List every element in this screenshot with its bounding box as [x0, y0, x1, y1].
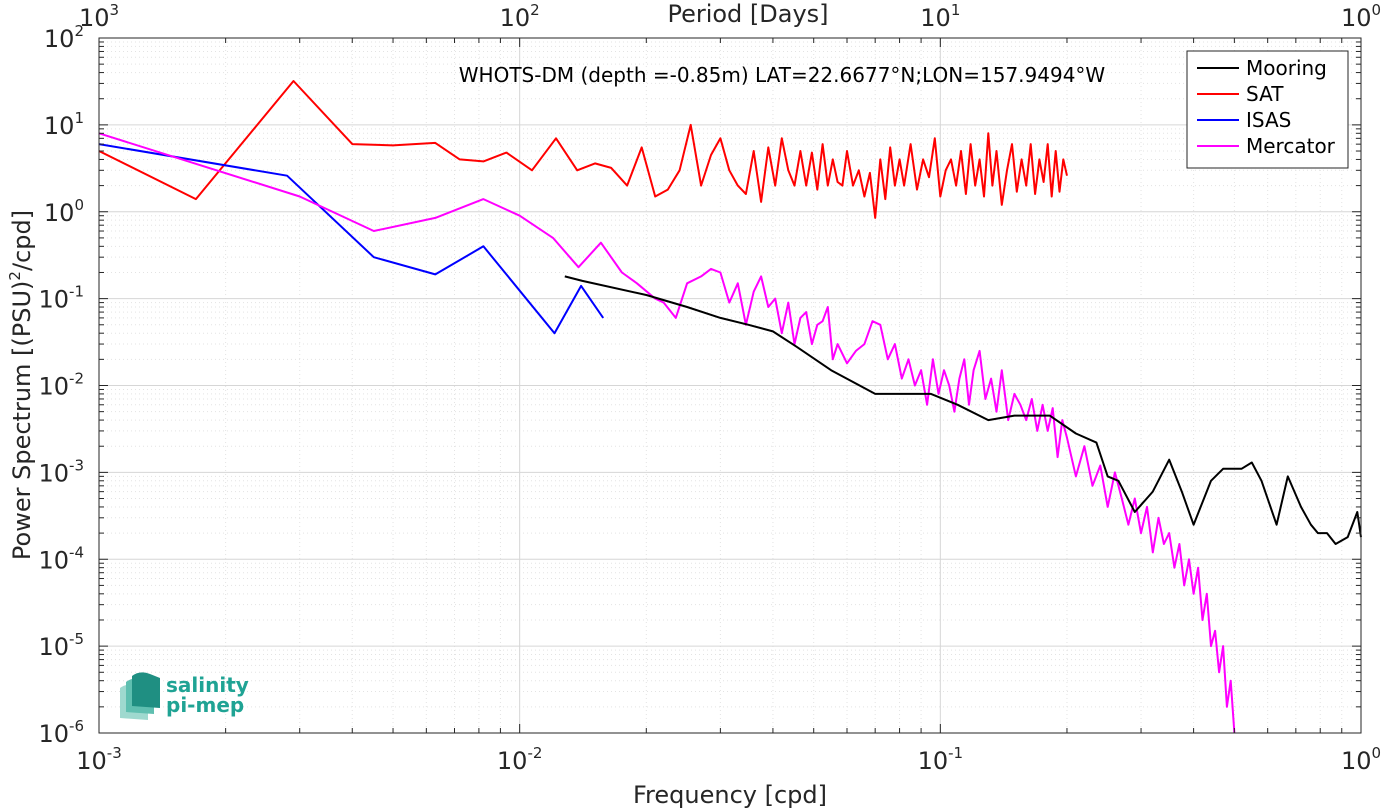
y-tick-exp: -1 [69, 283, 84, 301]
top-tick-exp: 2 [530, 1, 540, 19]
top-tick-base: 10 [500, 4, 531, 32]
y-tick-base: 10 [44, 25, 75, 53]
legend-label-mercator: Mercator [1246, 134, 1336, 158]
series-layer [98, 80, 1362, 734]
y-tick-base: 10 [38, 720, 69, 748]
x-tick-exp: -1 [948, 744, 963, 762]
legend-box [1186, 50, 1349, 169]
top-tick-base: 10 [1341, 4, 1372, 32]
y-tick-label: 10-4 [38, 543, 84, 574]
legend-label-mooring: Mooring [1246, 56, 1327, 80]
y-axis-label-main: Power Spectrum [(PSU) [8, 281, 36, 560]
logo-line1: salinity [166, 673, 249, 697]
top-tick-label: 102 [500, 1, 540, 32]
x-tick-label: 10-1 [918, 744, 964, 775]
x-tick-label: 10-2 [497, 744, 543, 775]
x-tick-base: 10 [497, 747, 528, 775]
x-tick-label: 100 [1341, 744, 1381, 775]
x-tick-base: 10 [76, 747, 107, 775]
x-tick-exp: -2 [527, 744, 542, 762]
y-tick-label: 10-1 [38, 283, 84, 314]
y-tick-label: 10-2 [38, 370, 84, 401]
y-axis-label-sup: 2 [6, 271, 24, 281]
top-axis-label: Period [Days] [667, 0, 828, 28]
y-tick-label: 100 [44, 196, 84, 227]
chart-title: WHOTS-DM (depth =-0.85m) LAT=22.6677°N;L… [459, 63, 1106, 87]
salinity-pi-mep-logo: salinity pi-mep [120, 672, 249, 720]
y-tick-label: 102 [44, 22, 84, 53]
y-tick-exp: -4 [69, 543, 84, 561]
top-tick-exp: 1 [951, 1, 961, 19]
series-line-sat [98, 80, 1068, 219]
y-tick-base: 10 [38, 546, 69, 574]
logo-line2: pi-mep [166, 693, 244, 717]
y-tick-label: 10-6 [38, 717, 84, 748]
y-tick-exp: 1 [74, 109, 84, 127]
y-axis-label-tail: /cpd] [8, 210, 36, 271]
legend-label-sat: SAT [1246, 82, 1284, 106]
y-tick-exp: -5 [69, 630, 84, 648]
x-tick-exp: 0 [1372, 744, 1382, 762]
y-tick-base: 10 [44, 199, 75, 227]
x-tick-base: 10 [1341, 747, 1372, 775]
y-tick-base: 10 [44, 112, 75, 140]
tick-marks [98, 37, 1362, 734]
y-tick-exp: -2 [69, 370, 84, 388]
y-axis-label: Power Spectrum [(PSU)2/cpd] [6, 210, 36, 560]
y-tick-base: 10 [38, 373, 69, 401]
series-line-mercator [98, 132, 1236, 734]
x-tick-label: 10-3 [76, 744, 122, 775]
top-tick-base: 10 [920, 4, 951, 32]
series-line-mooring [564, 275, 1362, 545]
top-tick-label: 103 [79, 1, 119, 32]
top-tick-labels: 103 102 101 100 [79, 1, 1381, 32]
series-line-isas [98, 143, 605, 335]
y-tick-exp: 2 [74, 22, 84, 40]
y-tick-exp: 0 [74, 196, 84, 214]
x-tick-exp: -3 [107, 744, 122, 762]
x-tick-base: 10 [918, 747, 949, 775]
y-tick-label: 101 [44, 109, 84, 140]
top-tick-base: 10 [79, 4, 110, 32]
x-tick-labels: 10-3 10-2 10-1 100 [76, 744, 1381, 775]
x-axis-label: Frequency [cpd] [633, 781, 827, 809]
y-tick-label: 10-3 [38, 456, 84, 487]
y-tick-base: 10 [38, 286, 69, 314]
major-grid [98, 37, 1362, 734]
y-tick-exp: -3 [69, 456, 84, 474]
top-tick-exp: 3 [110, 1, 120, 19]
y-tick-label: 10-5 [38, 630, 84, 661]
top-tick-label: 101 [920, 1, 960, 32]
logo-wave-front [132, 672, 160, 708]
legend-label-isas: ISAS [1246, 108, 1291, 132]
y-tick-exp: -6 [69, 717, 84, 735]
y-tick-base: 10 [38, 459, 69, 487]
top-tick-exp: 0 [1372, 1, 1382, 19]
y-tick-base: 10 [38, 633, 69, 661]
top-tick-label: 100 [1341, 1, 1381, 32]
